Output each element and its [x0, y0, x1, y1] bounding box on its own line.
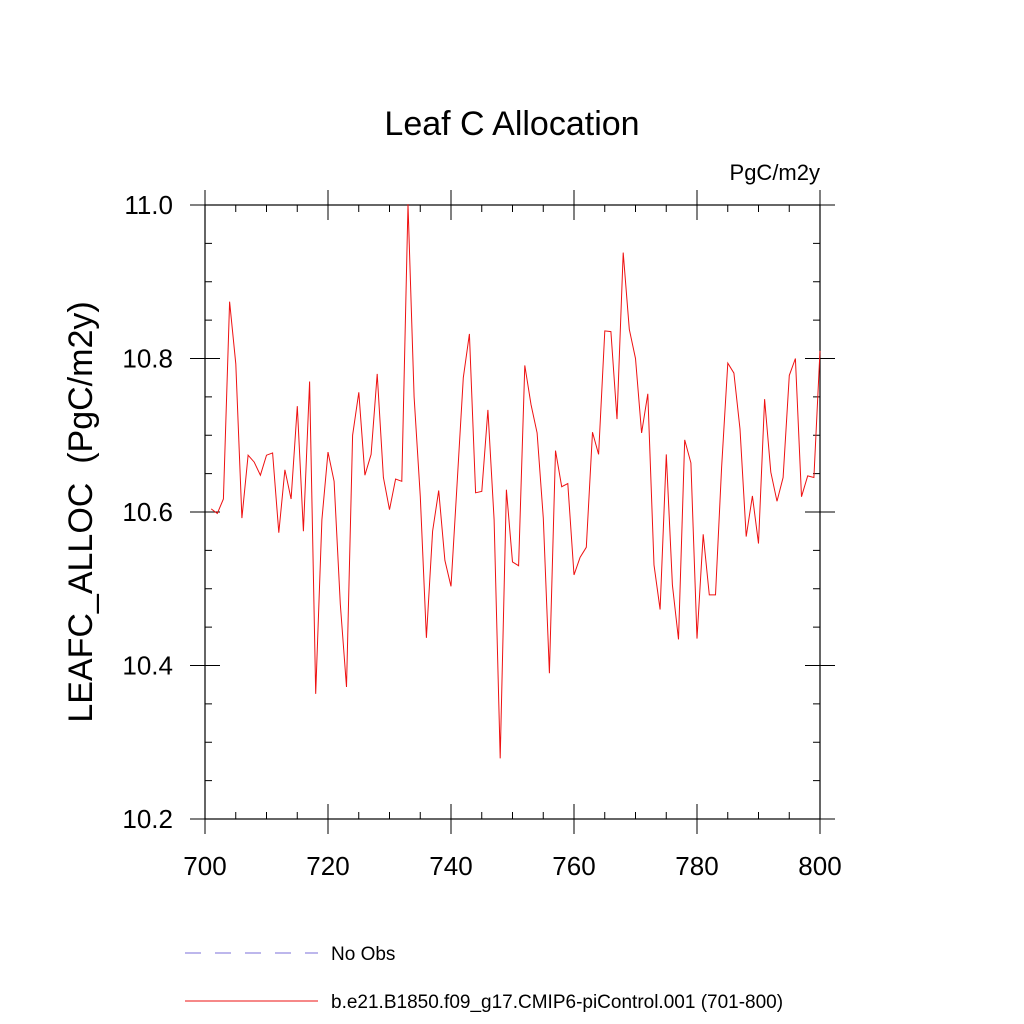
y-tick-label: 10.2 [122, 804, 173, 834]
series-layer [210, 204, 821, 759]
x-tick-label: 700 [183, 851, 226, 881]
legend: No Obs b.e21.B1850.f09_g17.CMIP6-piContr… [185, 944, 783, 1013]
y-tick-label: 10.6 [122, 497, 173, 527]
y-ticks [190, 204, 835, 820]
chart-title: Leaf C Allocation [384, 105, 639, 143]
x-ticks [204, 190, 821, 834]
x-tick-label: 760 [552, 851, 595, 881]
y-tick-label: 10.8 [122, 344, 173, 374]
x-tick-labels: 700 720 740 760 780 800 [183, 851, 841, 881]
x-tick-label: 740 [429, 851, 472, 881]
x-tick-label: 780 [675, 851, 718, 881]
plot-frame [204, 204, 821, 820]
legend-label-no-obs: No Obs [331, 944, 395, 965]
y-tick-label: 10.4 [122, 651, 173, 681]
units-label: PgC/m2y [730, 160, 820, 185]
y-axis-label: LEAFC_ALLOC (PgC/m2y) [62, 301, 100, 722]
series-line [210, 204, 821, 759]
x-tick-label: 800 [798, 851, 841, 881]
legend-label-control-run: b.e21.B1850.f09_g17.CMIP6-piControl.001 … [331, 992, 783, 1013]
y-tick-label: 11.0 [124, 190, 173, 220]
y-tick-labels: 10.2 10.4 10.6 10.8 11.0 [122, 190, 173, 834]
x-tick-label: 720 [306, 851, 349, 881]
